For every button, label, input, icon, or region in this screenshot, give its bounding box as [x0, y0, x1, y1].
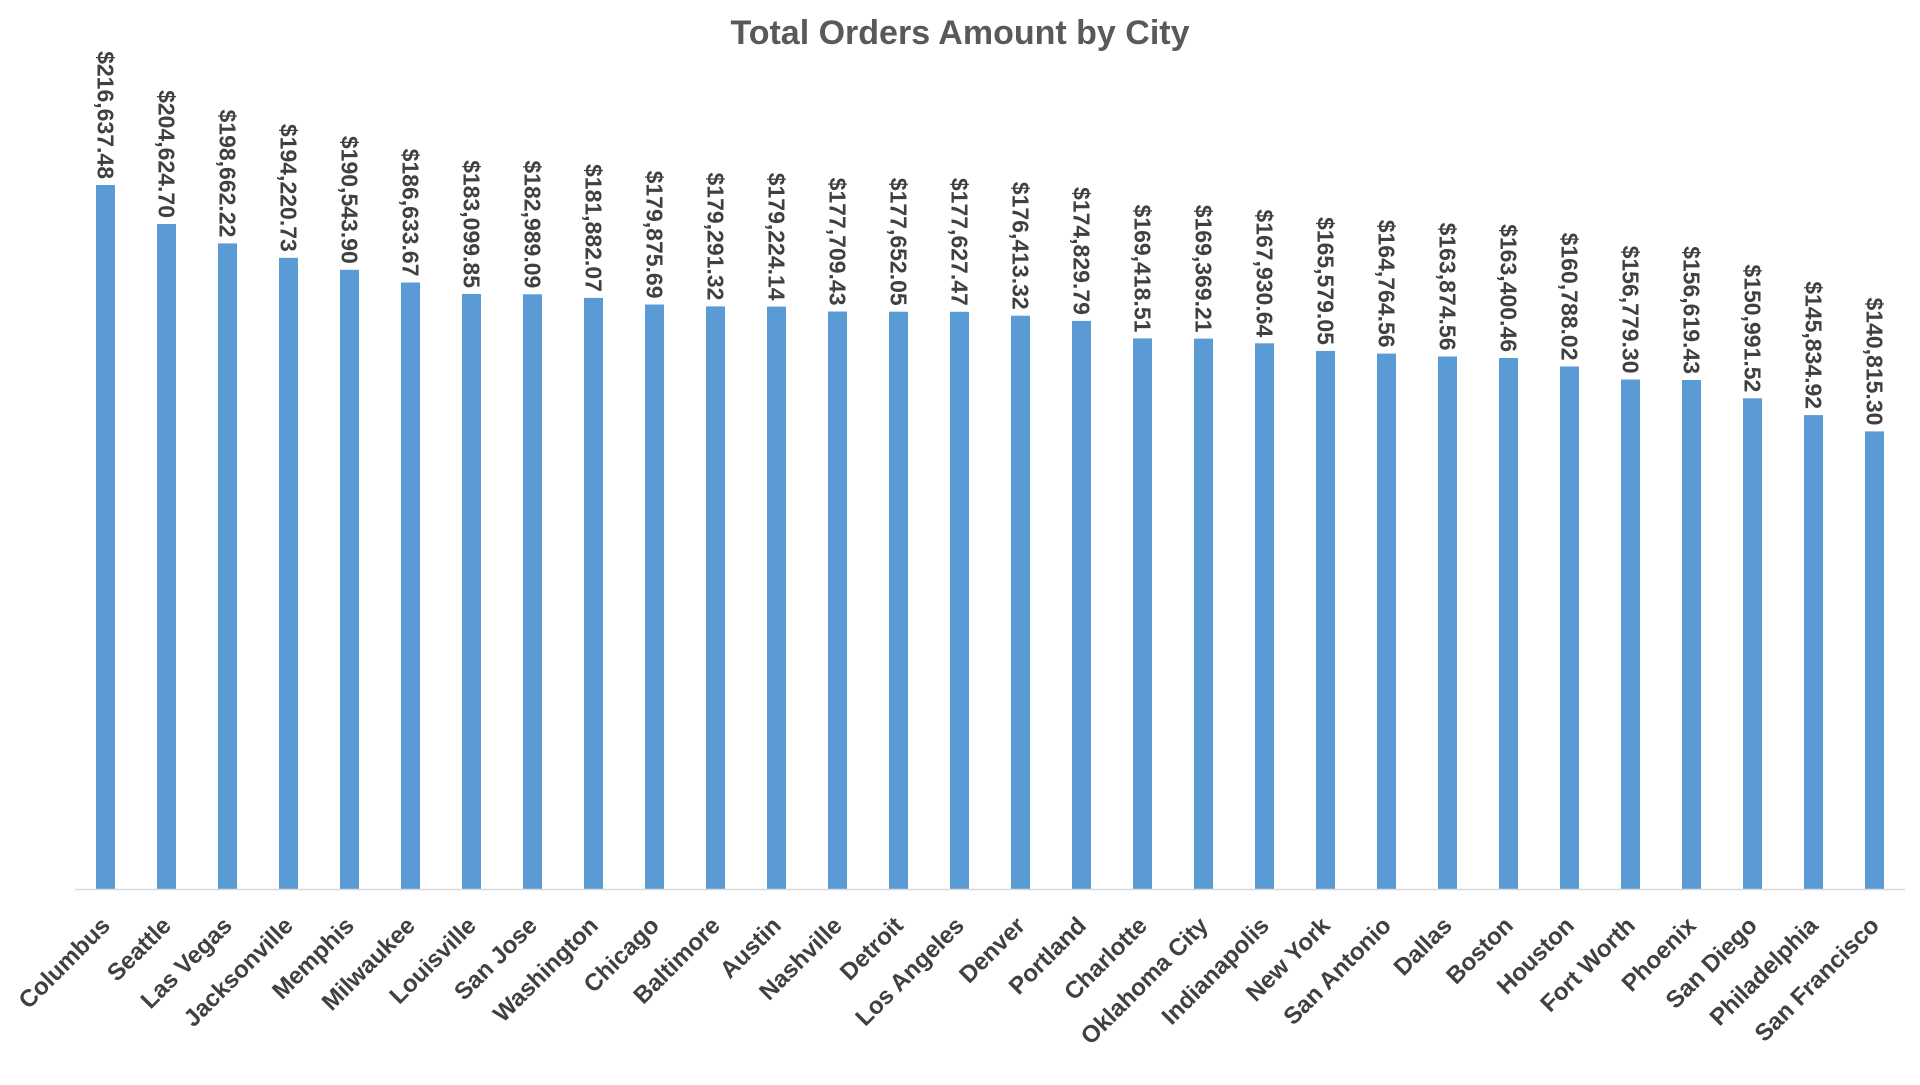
bar-philadelphia: [1804, 415, 1823, 889]
data-label: $176,413.32: [1008, 182, 1034, 310]
data-label: $181,882.07: [581, 164, 607, 292]
x-tick-label: Los Angeles: [850, 912, 969, 1031]
bar-las-vegas: [218, 243, 237, 889]
bar-chicago: [645, 304, 664, 889]
bar-denver: [1011, 315, 1030, 889]
bar-portland: [1072, 320, 1091, 889]
data-label: $164,764.56: [1374, 220, 1400, 348]
bar-san-francisco: [1865, 431, 1884, 889]
data-label: $169,418.51: [1130, 204, 1156, 332]
bar-louisville: [462, 294, 481, 889]
bar-san-diego: [1743, 398, 1762, 889]
data-labels-layer: $216,637.48 $204,624.70 $198,662.22 $194,22…: [93, 51, 1888, 425]
data-label: $156,619.43: [1679, 246, 1705, 374]
bar-new-york: [1316, 350, 1335, 889]
bar-charlotte: [1133, 338, 1152, 889]
data-label: $204,624.70: [154, 90, 180, 218]
data-label: $163,874.56: [1435, 223, 1461, 351]
data-label: $160,788.02: [1557, 233, 1583, 361]
bar-san-jose: [523, 294, 542, 889]
bar-fort-worth: [1621, 379, 1640, 889]
bar-dallas: [1438, 356, 1457, 889]
data-label: $179,875.69: [642, 171, 668, 299]
bar-columbus: [96, 185, 115, 889]
bar-detroit: [889, 311, 908, 889]
data-label: $190,543.90: [337, 136, 363, 264]
bar-milwaukee: [401, 282, 420, 889]
bar-oklahoma-city: [1194, 338, 1213, 890]
data-label: $169,369.21: [1191, 205, 1217, 333]
data-label: $165,579.05: [1313, 217, 1339, 345]
x-tick-label: Columbus: [14, 912, 116, 1014]
bar-washington: [584, 297, 603, 889]
data-label: $145,834.92: [1801, 281, 1827, 409]
data-label: $167,930.64: [1252, 209, 1278, 337]
data-label: $150,991.52: [1740, 264, 1766, 392]
data-label: $179,224.14: [764, 173, 790, 301]
data-label: $177,652.05: [886, 178, 912, 306]
bar-austin: [767, 306, 786, 890]
data-label: $179,291.32: [703, 172, 729, 300]
data-label: $194,220.73: [276, 124, 302, 252]
data-label: $177,627.47: [947, 178, 973, 306]
chart-title: Total Orders Amount by City: [730, 14, 1190, 52]
data-label: $198,662.22: [215, 109, 241, 237]
bar-jacksonville: [279, 257, 298, 889]
data-label: $140,815.30: [1862, 297, 1888, 425]
bar-memphis: [340, 269, 359, 889]
data-label: $156,779.30: [1618, 246, 1644, 374]
bar-san-antonio: [1377, 353, 1396, 890]
data-label: $216,637.48: [93, 51, 119, 179]
bar-seattle: [157, 224, 176, 889]
bar-indianapolis: [1255, 343, 1274, 889]
data-label: $174,829.79: [1069, 187, 1095, 315]
bar-nashville: [828, 311, 847, 889]
bar-los-angeles: [950, 311, 969, 889]
data-label: $182,989.09: [520, 160, 546, 288]
bar-baltimore: [706, 306, 725, 889]
data-label: $163,400.46: [1496, 224, 1522, 352]
data-label: $183,099.85: [459, 160, 485, 288]
bar-houston: [1560, 366, 1579, 889]
bars-layer: [96, 185, 1884, 890]
x-tick-label: San Antonio: [1278, 912, 1396, 1030]
bar-phoenix: [1682, 380, 1701, 889]
bar-boston: [1499, 358, 1518, 889]
data-label: $177,709.43: [825, 178, 851, 306]
data-label: $186,633.67: [398, 149, 424, 277]
